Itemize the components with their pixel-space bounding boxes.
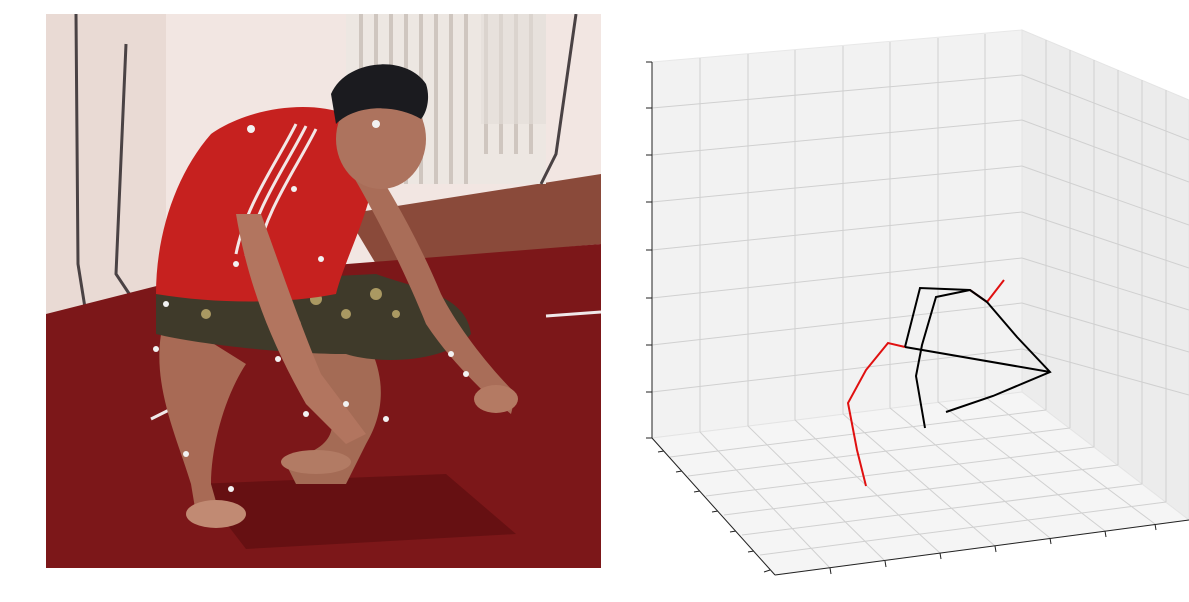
skeleton-left-side (904, 286, 1052, 429)
photo-cap (331, 64, 429, 124)
photo-right-hand (474, 385, 518, 413)
grid-left-wall (651, 34, 1023, 432)
photo-wall-shadow (46, 14, 166, 334)
photo-shirt (156, 106, 376, 302)
y-axis-line (774, 519, 1189, 576)
axes (646, 61, 1189, 576)
photo-left-leg (159, 314, 246, 519)
x-axis-line (651, 437, 776, 576)
photo-panel (46, 14, 601, 568)
photo-carpet-shadow (196, 474, 516, 549)
grid-right-wall (1021, 40, 1189, 502)
photo-markers (153, 120, 469, 492)
right-leg (846, 341, 906, 487)
photo-tape-mark (545, 310, 601, 318)
grid-floor (669, 396, 1167, 569)
photo-person (153, 64, 518, 528)
photo-left-arm (236, 214, 366, 444)
photo-right-arm (346, 154, 516, 414)
photo (46, 14, 601, 568)
photo-head (336, 89, 426, 189)
pane-right-wall (1021, 29, 1189, 521)
skeleton-3d-plot (600, 0, 1189, 602)
spine (904, 286, 988, 348)
plot-svg (646, 29, 1189, 576)
photo-right-foot (281, 450, 351, 474)
photo-left-foot (186, 500, 246, 528)
left-leg (914, 289, 971, 429)
hip-to-hand (904, 346, 1051, 373)
